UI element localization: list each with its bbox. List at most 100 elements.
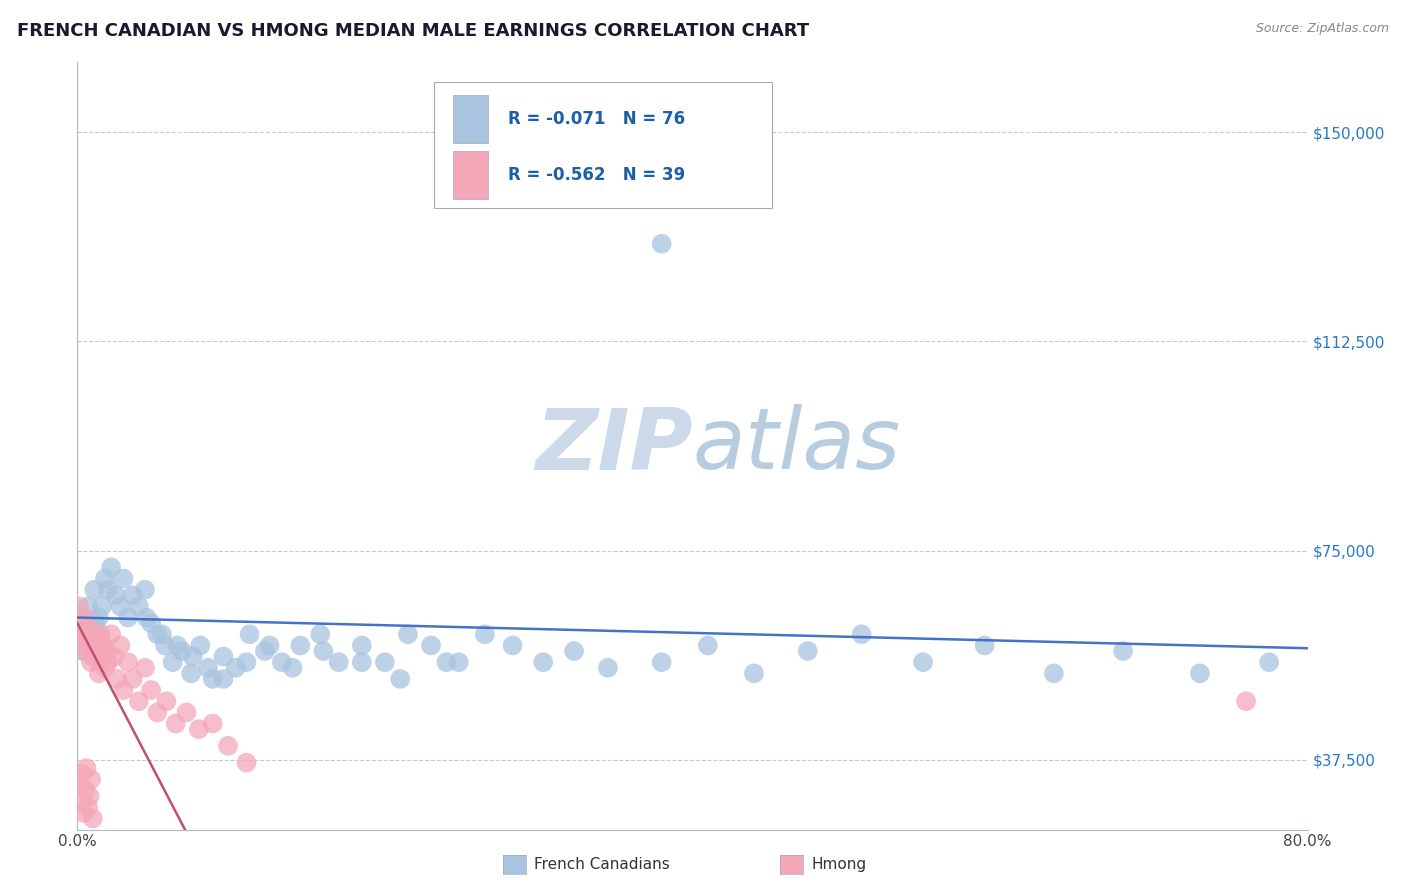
Point (312, 644, 335, 658)
Point (389, 672, 412, 686)
Point (150, 627, 173, 641)
Point (89, 627, 111, 641)
Point (77, 800, 100, 814)
Point (742, 666, 765, 681)
Point (531, 655, 554, 669)
Point (80, 655, 103, 669)
Point (96, 644, 118, 658)
Point (201, 672, 224, 686)
Point (165, 716, 187, 731)
Point (90, 599, 114, 614)
Point (155, 694, 177, 708)
Text: R = -0.562   N = 39: R = -0.562 N = 39 (508, 166, 685, 184)
Point (87, 610, 110, 624)
Point (73, 610, 96, 624)
Point (121, 588, 143, 602)
Point (76, 632, 98, 647)
Point (89, 627, 111, 641)
Point (170, 644, 193, 658)
Point (135, 610, 157, 624)
Point (86, 639, 108, 653)
Point (79, 789, 101, 803)
Point (180, 666, 202, 681)
Text: FRENCH CANADIAN VS HMONG MEDIAN MALE EARNINGS CORRELATION CHART: FRENCH CANADIAN VS HMONG MEDIAN MALE EAR… (17, 22, 808, 40)
Point (350, 639, 373, 653)
Point (90, 649, 114, 664)
Point (562, 644, 585, 658)
Point (851, 627, 873, 641)
Point (80, 622, 103, 636)
Point (201, 716, 224, 731)
Point (76, 761, 98, 775)
Point (350, 655, 373, 669)
Point (112, 683, 135, 698)
Point (309, 627, 332, 641)
Point (70, 627, 93, 641)
Point (502, 639, 524, 653)
Point (166, 639, 188, 653)
Point (104, 588, 127, 602)
Point (235, 756, 257, 770)
Point (217, 739, 239, 753)
Text: R = -0.071   N = 76: R = -0.071 N = 76 (508, 110, 685, 128)
Point (396, 627, 419, 641)
FancyBboxPatch shape (453, 95, 488, 143)
Point (83, 627, 105, 641)
Point (259, 639, 281, 653)
FancyBboxPatch shape (453, 151, 488, 199)
Point (134, 661, 156, 675)
Point (225, 661, 247, 675)
Point (97, 582, 120, 597)
Point (105, 672, 128, 686)
Point (1112, 644, 1135, 658)
Point (973, 639, 995, 653)
Point (97, 655, 120, 669)
Point (197, 661, 219, 675)
Point (79, 639, 101, 653)
Point (117, 655, 139, 669)
Point (93, 644, 115, 658)
Point (86, 632, 108, 647)
Point (84, 616, 107, 631)
Point (176, 706, 198, 720)
Point (100, 627, 122, 641)
Point (420, 639, 443, 653)
Point (253, 644, 276, 658)
Point (69, 616, 91, 631)
Point (912, 655, 935, 669)
FancyBboxPatch shape (434, 81, 772, 208)
Point (72, 805, 94, 820)
Point (110, 639, 132, 653)
Point (146, 627, 169, 641)
Text: French Canadians: French Canadians (534, 857, 671, 871)
Point (82, 811, 104, 825)
Point (69, 795, 91, 809)
Point (94, 661, 117, 675)
Point (281, 661, 304, 675)
Point (128, 694, 150, 708)
Point (239, 627, 262, 641)
Point (87, 666, 110, 681)
Point (73, 783, 96, 797)
Point (77, 622, 100, 636)
Point (72, 644, 94, 658)
Point (117, 610, 139, 624)
Point (596, 661, 619, 675)
Text: ZIP: ZIP (534, 404, 693, 488)
Point (1043, 666, 1066, 681)
Point (76, 632, 98, 647)
Point (134, 582, 156, 597)
Point (69, 610, 91, 624)
Point (77, 599, 100, 614)
Point (474, 627, 496, 641)
Point (328, 655, 350, 669)
Point (212, 672, 235, 686)
Point (70, 627, 93, 641)
Point (270, 655, 292, 669)
Point (112, 572, 135, 586)
Point (82, 649, 104, 664)
Point (70, 766, 93, 780)
Point (141, 683, 163, 698)
Point (153, 639, 176, 653)
Text: atlas: atlas (693, 404, 900, 488)
